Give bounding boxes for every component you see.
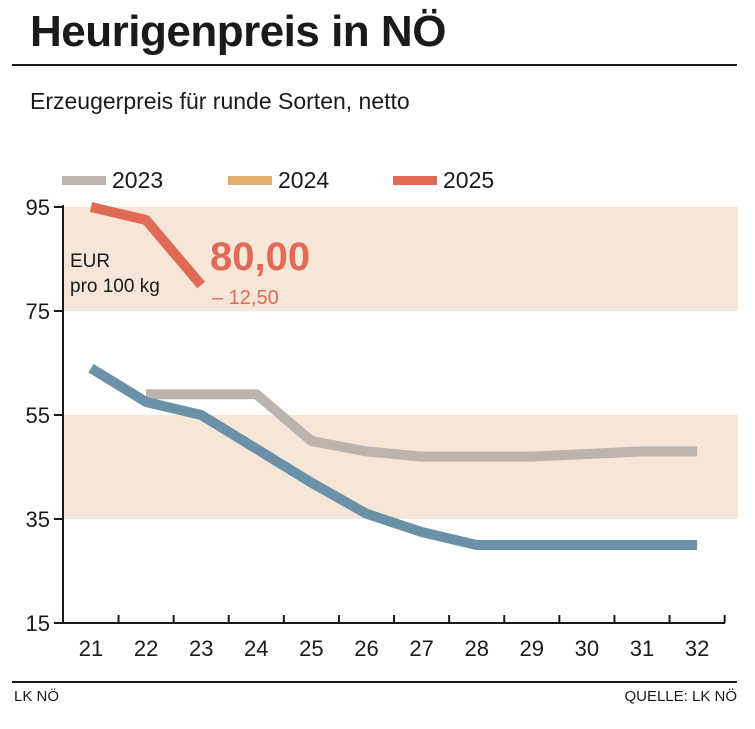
y-tick-label-75: 75 bbox=[26, 299, 50, 324]
series-line-2025 bbox=[89, 202, 206, 289]
x-tick-label-26: 26 bbox=[354, 636, 378, 661]
y-tick-label-95: 95 bbox=[26, 195, 50, 220]
x-tick-label-21: 21 bbox=[79, 636, 103, 661]
highlight-delta: – 12,50 bbox=[212, 287, 279, 309]
y-tick-label-15: 15 bbox=[26, 611, 50, 636]
x-tick-label-30: 30 bbox=[575, 636, 599, 661]
legend-swatch-2024 bbox=[228, 175, 272, 185]
x-tick-label-27: 27 bbox=[409, 636, 433, 661]
y-tick-label-35: 35 bbox=[26, 507, 50, 532]
x-tick-label-25: 25 bbox=[299, 636, 323, 661]
shaded-band-0 bbox=[63, 415, 738, 519]
series-lines bbox=[88, 202, 698, 550]
legend-swatch-2023 bbox=[62, 175, 106, 185]
axes bbox=[54, 205, 726, 624]
chart-title: Heurigenpreis in NÖ bbox=[30, 7, 446, 56]
shaded-bands bbox=[63, 207, 738, 519]
x-tick-label-31: 31 bbox=[630, 636, 654, 661]
legend-label-2023: 2023 bbox=[112, 166, 164, 193]
highlight-value: 80,00 bbox=[210, 235, 310, 279]
y-tick-label-55: 55 bbox=[26, 403, 50, 428]
x-tick-label-29: 29 bbox=[520, 636, 544, 661]
legend-swatch-2025 bbox=[393, 175, 437, 185]
x-tick-labels: 21 22 23 24 25 26 27 28 29 30 31 32 bbox=[79, 636, 710, 661]
title-rule bbox=[12, 64, 737, 66]
legend-item-2024: 2024 bbox=[228, 160, 329, 200]
legend-label-2024: 2024 bbox=[278, 166, 330, 193]
legend: 2023 2024 2025 bbox=[0, 160, 755, 200]
chart-subtitle: Erzeugerpreis für runde Sorten, netto bbox=[30, 88, 410, 114]
footer-source: QUELLE: LK NÖ bbox=[624, 688, 737, 705]
footer-credit: LK NÖ bbox=[14, 688, 60, 705]
footer-rule bbox=[12, 681, 737, 683]
unit-label-line2: pro 100 kg bbox=[70, 276, 160, 297]
series-line-2023 bbox=[146, 389, 698, 462]
unit-label-line1: EUR bbox=[70, 251, 110, 272]
x-tick-label-24: 24 bbox=[244, 636, 268, 661]
x-tick-label-22: 22 bbox=[134, 636, 158, 661]
series-line-2024 bbox=[88, 363, 698, 550]
y-tick-labels: 15 35 55 75 95 bbox=[26, 195, 50, 636]
x-tick-label-28: 28 bbox=[464, 636, 488, 661]
legend-label-2025: 2025 bbox=[443, 166, 495, 193]
x-tick-label-32: 32 bbox=[685, 636, 709, 661]
x-tick-label-23: 23 bbox=[189, 636, 213, 661]
legend-item-2023: 2023 bbox=[62, 160, 163, 200]
shaded-band-1 bbox=[63, 207, 738, 311]
legend-item-2025: 2025 bbox=[393, 160, 494, 200]
